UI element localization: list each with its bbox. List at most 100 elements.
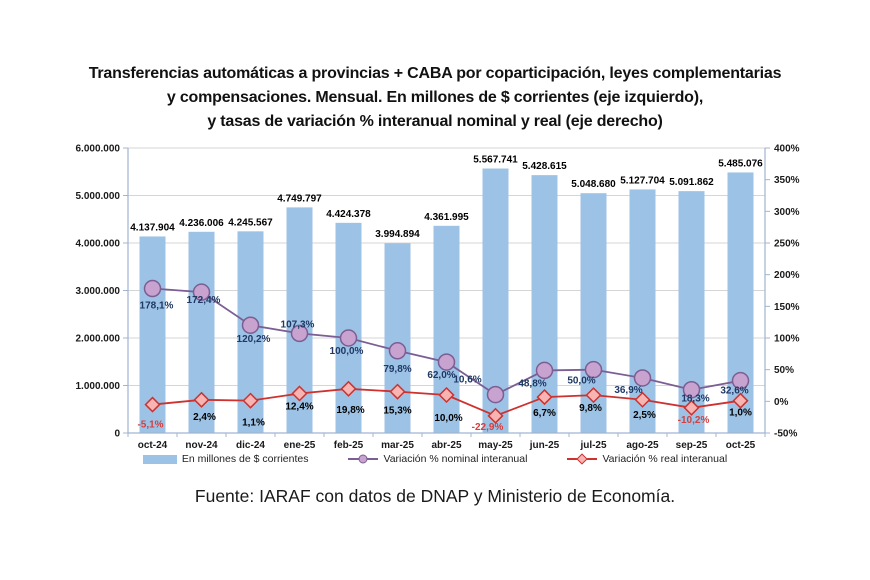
y-axis-right-tick-label: 300% bbox=[774, 207, 800, 218]
real-value-label: 6,7% bbox=[533, 408, 556, 419]
bar-value-label: 5.127.704 bbox=[620, 175, 665, 186]
circle-marker-icon bbox=[535, 361, 554, 380]
y-axis-right-tick-label: 150% bbox=[774, 302, 800, 313]
legend-item-real: Variación % real interanual bbox=[567, 453, 727, 465]
x-axis-label: ago-25 bbox=[626, 440, 659, 451]
nominal-value-label: 100,0% bbox=[330, 346, 364, 357]
y-axis-right-tick-label: 250% bbox=[774, 239, 800, 250]
chart-title-line-1: Transferencias automáticas a provincias … bbox=[88, 65, 782, 82]
real-value-label: 2,5% bbox=[633, 410, 656, 421]
nominal-value-label: 18,3% bbox=[681, 394, 709, 405]
x-axis-label: ene-25 bbox=[284, 440, 316, 451]
circle-marker-icon bbox=[339, 329, 358, 347]
diamond-marker-icon bbox=[567, 453, 598, 465]
circle-marker-icon bbox=[290, 324, 309, 343]
legend-item-nominal: Variación % nominal interanual bbox=[348, 453, 527, 465]
real-value-label: 1,1% bbox=[242, 418, 265, 429]
bar-value-label: 4.245.567 bbox=[228, 217, 273, 228]
circle-marker-icon bbox=[682, 380, 701, 399]
y-axis-left-tick-label: 6.000.000 bbox=[76, 144, 121, 155]
y-axis-left-tick-label: 0 bbox=[114, 429, 120, 440]
diamond-marker-icon bbox=[585, 387, 602, 404]
chart-title-line-2: y compensaciones. Mensual. En millones d… bbox=[166, 89, 704, 106]
y-axis-left-tick-label: 5.000.000 bbox=[76, 191, 121, 202]
x-axis-label: mar-25 bbox=[381, 440, 414, 451]
real-value-label: 12,4% bbox=[285, 401, 313, 412]
x-axis-label: sep-25 bbox=[676, 440, 708, 451]
y-axis-right-tick-label: 200% bbox=[774, 270, 800, 281]
real-value-label: 1,0% bbox=[729, 408, 752, 419]
real-value-label: -22,9% bbox=[472, 422, 504, 433]
bar bbox=[727, 172, 754, 433]
real-value-label: 19,8% bbox=[336, 405, 364, 416]
nominal-value-label: 178,1% bbox=[140, 301, 174, 312]
bar-value-label: 4.236.006 bbox=[179, 218, 224, 229]
circle-marker-icon bbox=[388, 342, 407, 360]
diamond-marker-icon bbox=[340, 380, 357, 397]
x-axis-label: may-25 bbox=[478, 440, 513, 451]
x-axis-label: jul-25 bbox=[579, 440, 607, 451]
y-axis-left-tick-label: 1.000.000 bbox=[76, 381, 121, 392]
x-axis-label: dic-24 bbox=[236, 440, 265, 451]
y-axis-right-tick-label: 50% bbox=[774, 365, 794, 376]
real-value-label: 2,4% bbox=[193, 412, 216, 423]
bar-value-label: 5.048.680 bbox=[571, 179, 616, 190]
bar-swatch-icon bbox=[142, 454, 177, 464]
legend-label-real: Variación % real interanual bbox=[602, 453, 728, 465]
diamond-marker-icon bbox=[291, 385, 308, 402]
bar bbox=[384, 243, 411, 433]
chart-title: Transferencias automáticas a provincias … bbox=[0, 62, 870, 134]
circle-marker-icon bbox=[241, 316, 260, 334]
diamond-marker-icon bbox=[634, 391, 651, 408]
x-axis-label: feb-25 bbox=[334, 440, 364, 451]
diamond-marker-icon bbox=[389, 383, 406, 400]
nominal-value-label: 172,4% bbox=[187, 295, 221, 306]
nominal-value-label: 50,0% bbox=[567, 376, 595, 387]
real-value-label: 15,3% bbox=[383, 406, 411, 417]
chart-legend: En millones de $ corrientes Variación % … bbox=[0, 453, 870, 465]
circle-marker-icon bbox=[143, 279, 162, 298]
circle-marker-icon bbox=[486, 385, 505, 404]
y-axis-right-tick-label: 0% bbox=[774, 397, 789, 408]
diamond-marker-icon bbox=[438, 386, 455, 404]
bar-value-label: 4.137.904 bbox=[130, 222, 175, 233]
y-axis-right-tick-label: 350% bbox=[774, 175, 800, 186]
x-axis-label: oct-24 bbox=[138, 440, 168, 451]
diamond-marker-icon bbox=[536, 389, 553, 406]
bar-value-label: 5.091.862 bbox=[669, 177, 714, 188]
x-axis-label: jun-25 bbox=[529, 440, 560, 451]
nominal-value-label: 36,9% bbox=[614, 385, 642, 396]
circle-marker-icon bbox=[633, 369, 652, 387]
chart-title-line-3: y tasas de variación % interanual nomina… bbox=[207, 113, 663, 130]
y-axis-right-tick-label: 400% bbox=[774, 144, 800, 155]
legend-label-nominal: Variación % nominal interanual bbox=[383, 453, 528, 465]
bar bbox=[335, 222, 362, 433]
real-value-label: 9,8% bbox=[579, 403, 602, 414]
nominal-value-label: 79,8% bbox=[383, 364, 411, 375]
bar-value-label: 5.428.615 bbox=[522, 161, 567, 172]
real-value-label: -10,2% bbox=[678, 415, 710, 426]
circle-marker-icon bbox=[731, 371, 750, 390]
combo-chart: 4.137.904 4.236.006 4.245.567 4.749.797 4.42… bbox=[76, 144, 800, 452]
y-axis-right-tick-label: 100% bbox=[774, 334, 800, 345]
nominal-value-label: 62,0% bbox=[427, 370, 455, 381]
legend-item-bars: En millones de $ corrientes bbox=[142, 453, 308, 465]
diamond-marker-icon bbox=[193, 391, 210, 408]
circle-marker-icon bbox=[584, 360, 603, 379]
bar-value-label: 5.485.076 bbox=[718, 158, 763, 169]
nominal-value-label: 32,6% bbox=[720, 386, 748, 397]
y-axis-left-tick-label: 4.000.000 bbox=[76, 239, 121, 250]
bar-value-label: 3.994.894 bbox=[375, 229, 420, 240]
y-axis-left-tick-label: 2.000.000 bbox=[76, 334, 121, 345]
diamond-marker-icon bbox=[144, 396, 161, 413]
diamond-marker-icon bbox=[487, 407, 504, 424]
real-value-label: 10,0% bbox=[434, 413, 462, 424]
nominal-value-label: 120,2% bbox=[237, 334, 271, 345]
circle-marker-icon bbox=[348, 454, 379, 464]
y-axis-left-tick-label: 3.000.000 bbox=[76, 286, 121, 297]
source-note: Fuente: IARAF con datos de DNAP y Minist… bbox=[194, 486, 676, 506]
real-value-label: -5,1% bbox=[137, 420, 163, 431]
diamond-marker-icon bbox=[242, 392, 259, 409]
nominal-value-label: 107,3% bbox=[281, 319, 315, 330]
